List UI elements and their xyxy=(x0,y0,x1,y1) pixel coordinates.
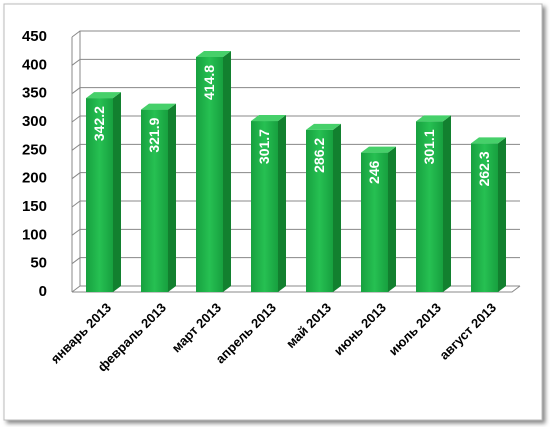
bar-top xyxy=(306,123,341,130)
value-label: 414.8 xyxy=(201,65,217,100)
bar-side xyxy=(388,146,396,292)
value-label: 301.7 xyxy=(256,129,272,164)
bar-side xyxy=(168,103,176,292)
y-tick-label: 200 xyxy=(22,170,47,187)
y-tick-label: 50 xyxy=(30,255,47,272)
bar-front xyxy=(86,98,113,292)
value-label: 246 xyxy=(366,160,382,184)
grid-line xyxy=(71,143,520,151)
bar-top xyxy=(196,50,231,57)
bar-top xyxy=(141,103,176,110)
grid-line xyxy=(71,87,520,95)
value-label: 301.1 xyxy=(421,129,437,164)
y-tick-label: 400 xyxy=(22,56,47,73)
bar-top xyxy=(361,146,396,153)
y-tick-label: 250 xyxy=(22,141,47,158)
bar-side xyxy=(443,115,451,292)
grid-line xyxy=(71,30,520,38)
bar-top xyxy=(416,115,451,122)
bar-front xyxy=(306,129,333,292)
bar-front xyxy=(196,56,223,292)
bar-front xyxy=(361,152,388,292)
bar-front xyxy=(251,121,278,292)
y-tick-label: 100 xyxy=(22,226,47,243)
bar-side xyxy=(278,115,286,292)
y-tick-label: 150 xyxy=(22,198,47,215)
bar-top xyxy=(86,92,121,99)
value-label: 342.2 xyxy=(91,106,107,141)
bar-side xyxy=(223,50,231,292)
y-tick-label: 350 xyxy=(22,85,47,102)
y-tick-label: 300 xyxy=(22,113,47,130)
y-tick-label: 450 xyxy=(22,28,47,45)
y-tick-label: 0 xyxy=(39,283,47,300)
bar-side xyxy=(113,92,121,292)
value-label: 262.3 xyxy=(476,151,492,186)
bar-top xyxy=(251,115,286,122)
bar-side xyxy=(333,123,341,292)
grid-line xyxy=(71,58,520,66)
bar-front xyxy=(471,143,498,292)
grid-line xyxy=(71,115,520,123)
bar-front xyxy=(416,121,443,292)
value-label: 321.9 xyxy=(146,117,162,152)
bar-top xyxy=(471,137,506,144)
value-label: 286.2 xyxy=(311,138,327,173)
bar-side xyxy=(498,137,506,292)
bar-front xyxy=(141,109,168,292)
